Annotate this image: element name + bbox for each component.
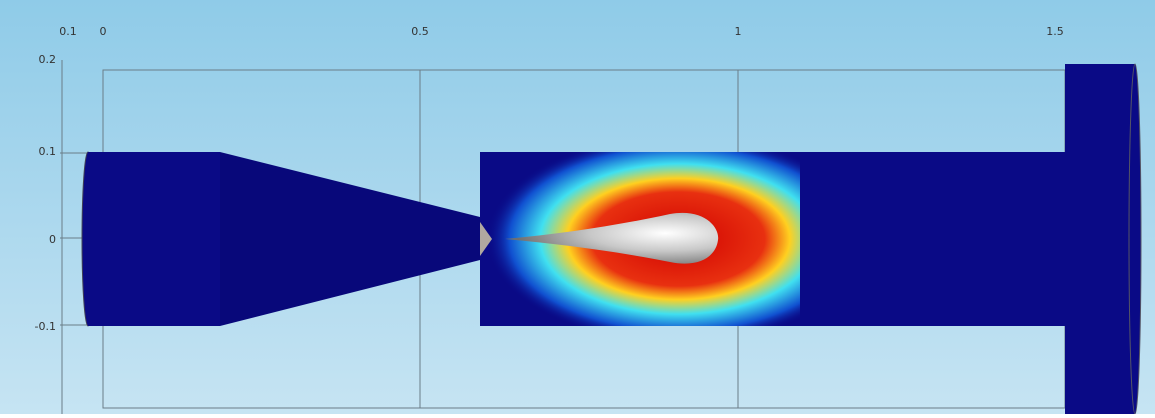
inlet-cylinder: [88, 152, 220, 326]
x-axis-label: 1: [735, 25, 742, 38]
y-axis-label: 0.2: [39, 53, 57, 66]
x-axis-label: 1.5: [1046, 25, 1064, 38]
nozzle-cone: [220, 152, 480, 326]
x-axis-label: 0: [100, 25, 107, 38]
axis-labels: 0.1 0 0.5 1 1.5 0.2 0.1 0 -0.1: [35, 25, 1064, 333]
outlet-face: [1128, 63, 1142, 415]
y-axis-label: -0.1: [35, 320, 56, 333]
y-axis-label: 0: [49, 233, 56, 246]
droplet: [505, 212, 719, 264]
x-axis-label: 0.1: [59, 25, 77, 38]
outlet-disk: [1065, 64, 1135, 414]
nozzle-tip: [480, 222, 492, 256]
geometry: [81, 63, 1142, 415]
x-axis-label: 0.5: [411, 25, 429, 38]
y-axis-label: 0.1: [39, 145, 57, 158]
